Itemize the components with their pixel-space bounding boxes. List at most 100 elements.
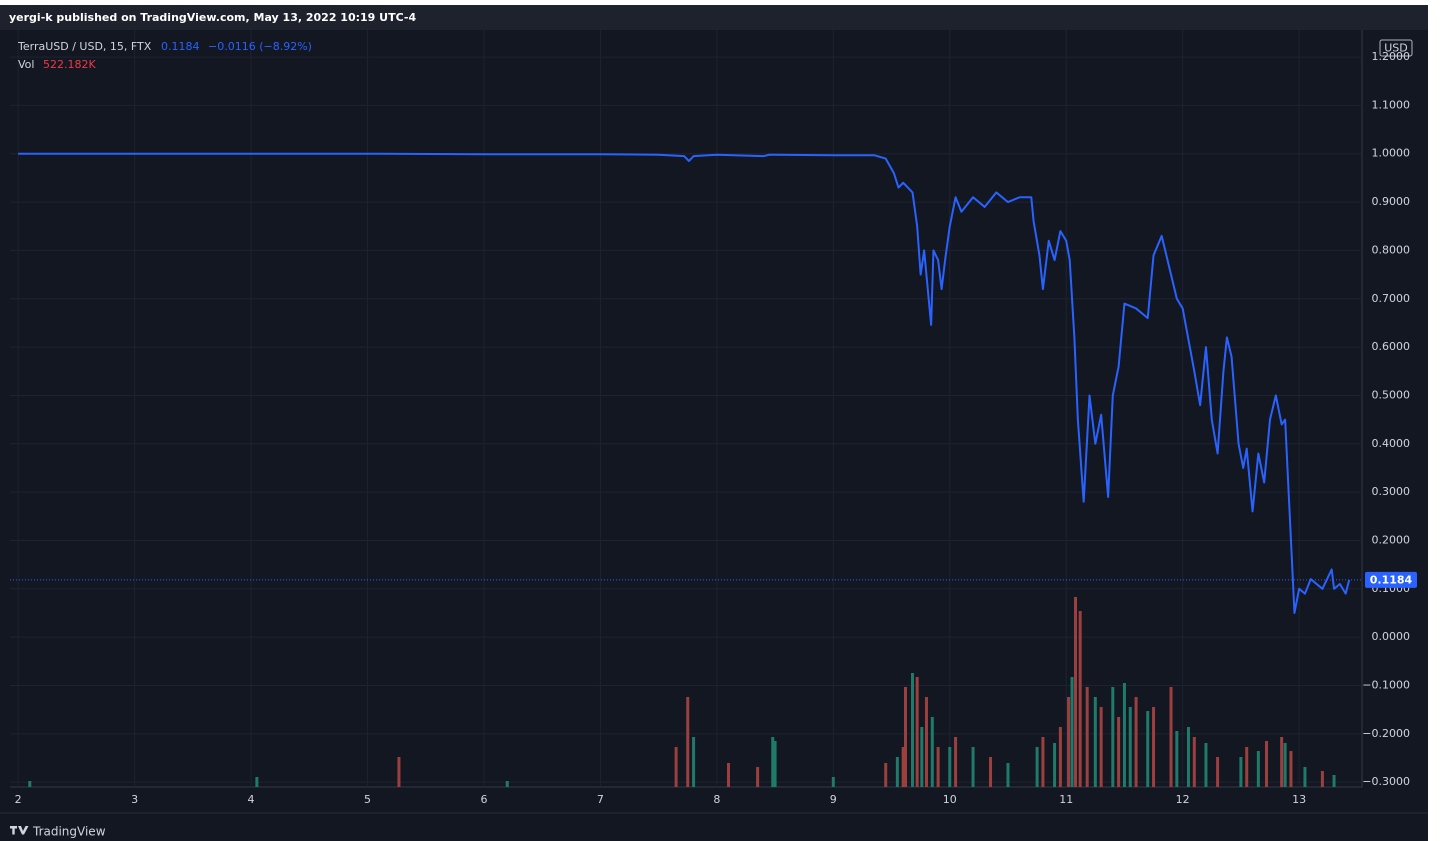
volume-bar	[1175, 731, 1179, 787]
volume-bar	[915, 677, 919, 787]
volume-bar	[884, 763, 888, 787]
volume-bar	[1035, 747, 1039, 787]
volume-bar	[831, 777, 835, 787]
volume-bar	[1074, 597, 1078, 787]
volume-bar	[1204, 743, 1208, 787]
volume-bar	[1192, 737, 1196, 787]
volume-bar	[1041, 737, 1045, 787]
y-tick-label: 0.6000	[1372, 340, 1411, 353]
volume-bar	[686, 697, 690, 787]
x-tick-label: 12	[1176, 793, 1190, 806]
volume-bar	[1216, 757, 1220, 787]
volume-bar	[756, 767, 760, 787]
x-tick-label: 2	[15, 793, 22, 806]
volume-bar	[674, 747, 678, 787]
volume-bar	[1070, 677, 1074, 787]
y-tick-label: 0.5000	[1372, 388, 1411, 401]
x-tick-label: 7	[597, 793, 604, 806]
volume-bar	[773, 741, 777, 787]
y-tick-label: 0.9000	[1372, 195, 1411, 208]
volume-bar	[948, 747, 952, 787]
volume-bar	[397, 757, 401, 787]
volume-bar	[1280, 737, 1284, 787]
y-tick-label: −0.3000	[1362, 775, 1410, 788]
volume-bar	[727, 763, 731, 787]
change: −0.0116 (−8.92%)	[208, 40, 312, 53]
x-tick-label: 6	[480, 793, 487, 806]
x-tick-label: 10	[943, 793, 957, 806]
price-axis	[1362, 30, 1428, 787]
volume-bar	[989, 757, 993, 787]
x-tick-label: 11	[1059, 793, 1073, 806]
symbol: TerraUSD / USD, 15, FTX	[17, 40, 152, 53]
y-tick-label: 0.4000	[1372, 437, 1411, 450]
x-tick-label: 9	[830, 793, 837, 806]
x-tick-label: 5	[364, 793, 371, 806]
volume-bar	[1169, 687, 1173, 787]
y-tick-label: 0.8000	[1372, 243, 1411, 256]
volume-bar	[904, 687, 908, 787]
volume-bar	[28, 781, 32, 787]
x-tick-label: 4	[248, 793, 255, 806]
volume-bar	[1099, 707, 1103, 787]
vol-label: Vol	[18, 58, 34, 71]
currency: USD	[1384, 42, 1408, 55]
y-tick-label: 1.0000	[1372, 147, 1411, 160]
volume-bar	[920, 727, 924, 787]
volume-bar	[1067, 697, 1071, 787]
published: yergi-k published on TradingView.com, Ma…	[9, 11, 416, 24]
volume-bar	[1146, 711, 1150, 787]
volume-bar	[771, 737, 775, 787]
y-tick-label: 1.1000	[1372, 98, 1411, 111]
price-line	[18, 152, 1351, 614]
last-price-legend: 0.1184	[161, 40, 200, 53]
header-bar	[0, 5, 1428, 30]
volume-bar	[255, 777, 259, 787]
chart-background	[0, 5, 1428, 841]
volume-bar	[1117, 717, 1121, 787]
vol-value: 522.182K	[43, 58, 96, 71]
volume-bar	[1283, 743, 1287, 787]
y-tick-label: 0.0000	[1372, 630, 1411, 643]
volume-bar	[1303, 767, 1307, 787]
volume-bar	[505, 781, 509, 787]
volume-bar	[1239, 757, 1243, 787]
currency-box	[1379, 39, 1413, 57]
x-tick-label: 13	[1292, 793, 1306, 806]
volume-bar	[1332, 775, 1336, 787]
volume-bar	[1058, 727, 1062, 787]
y-tick-label: −0.1000	[1362, 678, 1410, 691]
volume-bar	[1186, 727, 1190, 787]
y-tick-label: 1.2000	[1372, 50, 1411, 63]
last-price-label: 0.1184	[1370, 573, 1413, 586]
y-tick-label: 0.7000	[1372, 292, 1411, 305]
volume-bar	[1128, 707, 1132, 787]
y-tick-label: 0.3000	[1372, 485, 1411, 498]
tv-logo	[9, 826, 29, 835]
volume-bar	[1245, 747, 1249, 787]
volume-bar	[930, 717, 934, 787]
volume-bar	[692, 737, 696, 787]
footer-brand: TradingView	[32, 825, 106, 839]
volume-bar	[936, 747, 940, 787]
volume-bar	[1265, 741, 1269, 787]
volume-bar	[895, 757, 899, 787]
volume-bar	[954, 737, 958, 787]
y-tick-label: 0.2000	[1372, 533, 1411, 546]
volume-bar	[1111, 687, 1115, 787]
volume-bar	[1256, 751, 1260, 787]
x-tick-label: 8	[713, 793, 720, 806]
volume-bar	[1053, 743, 1057, 787]
volume-bar	[971, 747, 975, 787]
y-tick-label: −0.2000	[1362, 727, 1410, 740]
x-tick-label: 3	[131, 793, 138, 806]
volume-bar	[910, 673, 914, 787]
volume-bar	[1152, 707, 1156, 787]
volume-bar	[924, 697, 928, 787]
volume-bar	[1006, 763, 1010, 787]
volume-bar	[1085, 687, 1089, 787]
volume-bar	[1134, 697, 1138, 787]
last-price-box	[1365, 571, 1417, 588]
volume-bar	[1078, 611, 1082, 787]
